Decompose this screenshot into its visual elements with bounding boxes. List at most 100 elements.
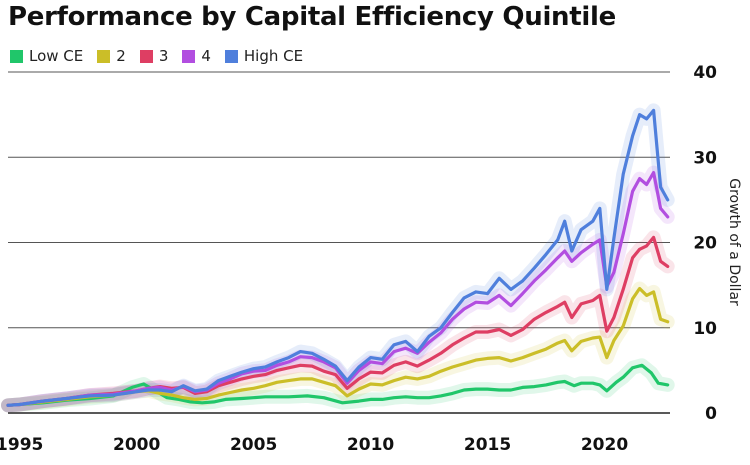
data-point <box>638 287 641 290</box>
data-point <box>631 298 634 300</box>
data-point <box>264 396 267 398</box>
data-point <box>416 378 419 380</box>
data-point <box>194 398 196 401</box>
data-point <box>563 339 566 342</box>
data-point <box>131 386 133 389</box>
data-point <box>334 365 337 367</box>
data-point <box>599 336 601 338</box>
data-point <box>463 297 465 299</box>
data-point <box>556 257 559 259</box>
data-point <box>428 359 430 361</box>
data-point <box>652 109 655 112</box>
data-point <box>159 392 161 395</box>
data-point <box>393 350 395 353</box>
data-point <box>599 207 601 210</box>
data-point <box>533 267 536 269</box>
data-point <box>381 372 384 374</box>
data-point <box>599 294 601 297</box>
data-point <box>252 367 255 370</box>
legend-label: Low CE <box>29 47 84 65</box>
legend-item: 3 <box>139 47 169 65</box>
data-point <box>521 328 524 331</box>
data-point <box>323 370 325 373</box>
data-point <box>358 388 360 390</box>
data-point <box>182 384 185 387</box>
data-point <box>510 389 512 391</box>
data-point <box>463 337 465 339</box>
data-point <box>580 382 582 385</box>
data-point <box>440 395 442 397</box>
y-axis-label: Growth of a Dollar <box>726 178 742 306</box>
data-point <box>428 396 430 399</box>
data-point <box>645 183 648 186</box>
chart-legend: Low CE 2 3 4 High CE <box>10 47 303 65</box>
data-point <box>580 228 582 231</box>
data-point <box>428 375 430 378</box>
data-point <box>89 395 91 397</box>
data-point <box>276 364 278 367</box>
y-tick-label: 20 <box>693 234 717 254</box>
data-point <box>206 388 208 390</box>
data-point <box>645 294 648 297</box>
data-point <box>287 367 290 369</box>
data-point <box>556 342 559 344</box>
data-point <box>287 356 290 359</box>
x-tick-label: 2000 <box>113 435 160 455</box>
data-point <box>622 376 624 379</box>
y-tick-label: 30 <box>693 148 717 168</box>
data-point <box>613 339 615 342</box>
data-point <box>369 371 372 373</box>
data-point <box>276 381 278 384</box>
data-point <box>592 299 594 302</box>
x-tick-label: 2010 <box>347 435 394 455</box>
data-point <box>571 260 573 263</box>
data-point <box>486 302 489 304</box>
data-point <box>652 291 655 293</box>
data-point <box>521 292 524 295</box>
legend-item: Low CE <box>10 47 83 65</box>
y-tick-label: 0 <box>705 404 717 424</box>
data-point <box>571 350 573 352</box>
x-tick-label: 2005 <box>230 435 277 455</box>
data-point <box>241 378 243 380</box>
data-point <box>599 239 601 241</box>
data-point <box>556 239 559 241</box>
data-point <box>358 378 360 380</box>
legend-label: 3 <box>158 47 169 65</box>
legend-item: 4 <box>182 47 211 65</box>
data-point <box>521 280 524 282</box>
data-point <box>18 403 21 406</box>
data-point <box>217 394 220 396</box>
data-point <box>358 369 360 372</box>
data-point <box>659 318 662 321</box>
data-point <box>475 331 477 333</box>
data-point <box>592 220 594 222</box>
data-point <box>264 373 267 376</box>
data-point <box>573 384 575 387</box>
data-point <box>334 373 337 376</box>
data-point <box>147 389 150 391</box>
data-point <box>666 321 669 323</box>
data-point <box>659 186 662 188</box>
data-point <box>622 325 624 327</box>
data-point <box>475 291 477 293</box>
data-point <box>311 356 313 359</box>
data-point <box>346 382 349 385</box>
data-point <box>622 288 624 291</box>
data-point <box>613 271 615 274</box>
data-point <box>287 379 290 382</box>
data-point <box>276 361 278 363</box>
data-point <box>533 280 536 282</box>
x-tick-label: 1995 <box>0 435 43 455</box>
data-point <box>287 396 290 398</box>
data-point <box>369 398 372 401</box>
data-point <box>666 216 669 218</box>
data-point <box>217 384 220 387</box>
data-point <box>463 389 465 391</box>
data-point <box>606 288 608 291</box>
data-point <box>641 364 643 367</box>
data-point <box>592 337 594 339</box>
data-point <box>545 253 547 256</box>
data-point <box>264 384 267 387</box>
